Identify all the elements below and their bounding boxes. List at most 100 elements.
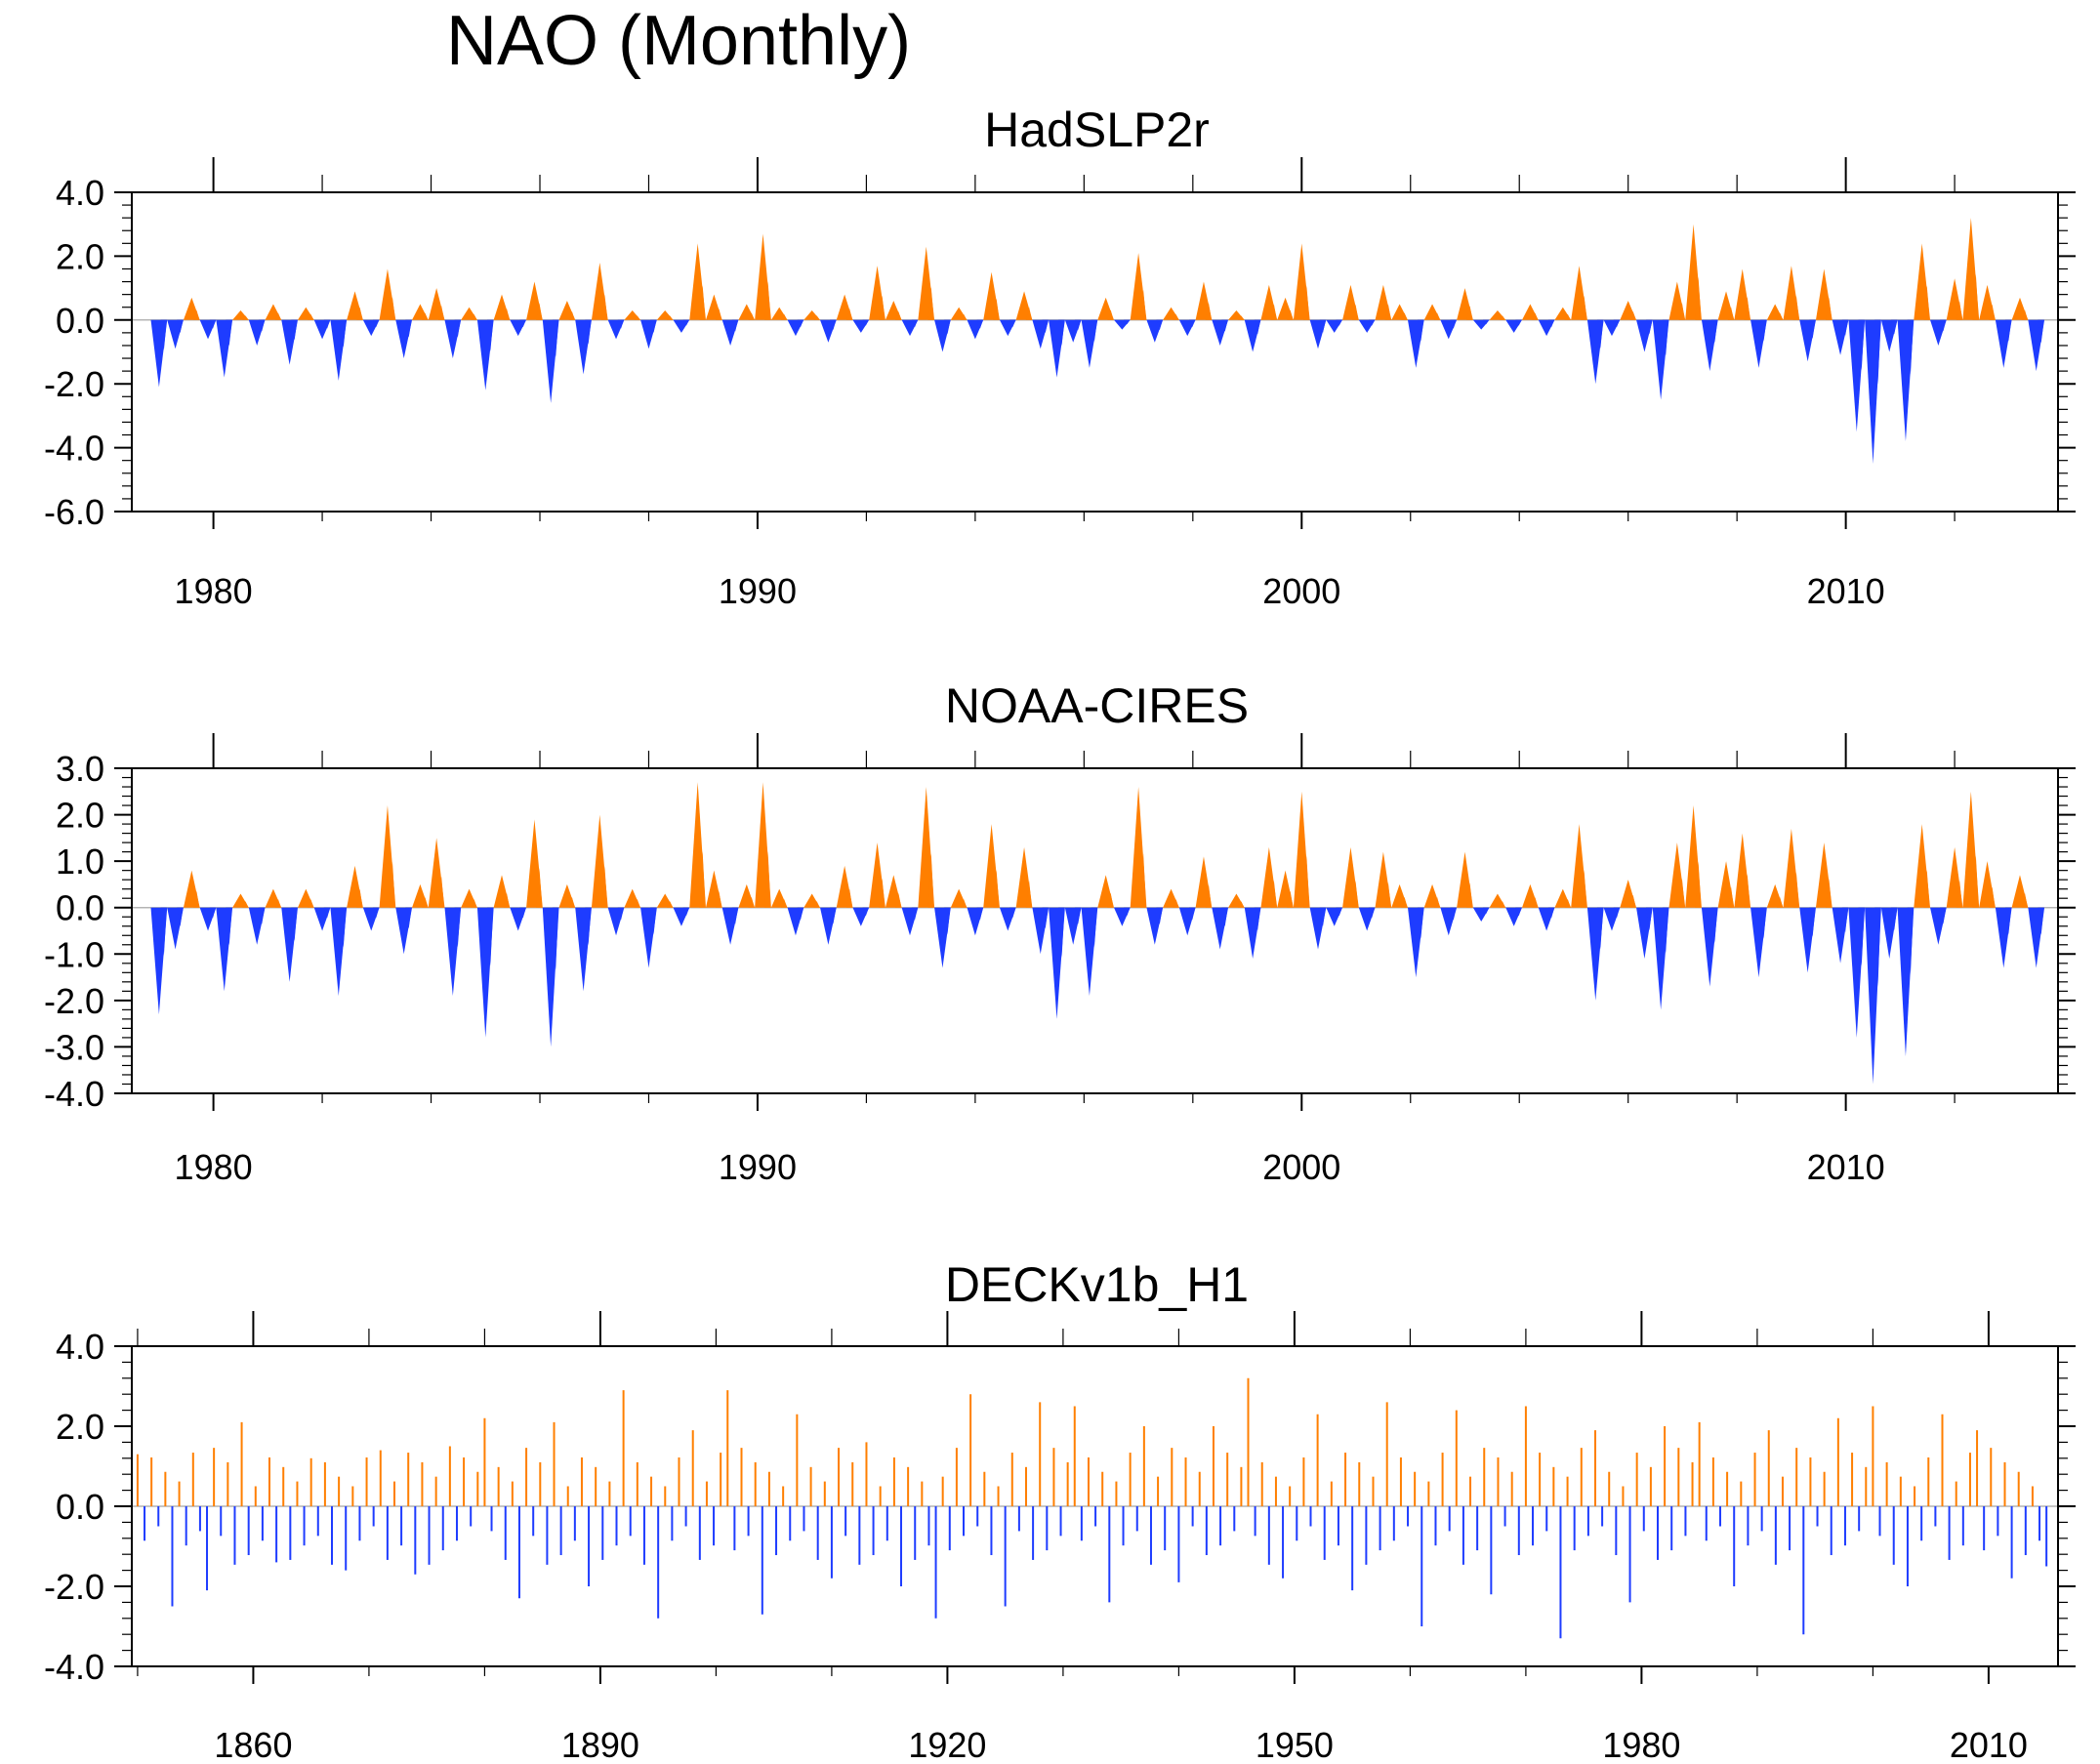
data-peak-minor [797, 319, 803, 328]
data-peak-minor [1940, 907, 1947, 924]
data-peak-minor [1792, 295, 1799, 320]
data-peak-minor [1662, 319, 1669, 356]
data-peak-minor [1874, 907, 1881, 988]
data-peak-minor [1352, 304, 1359, 320]
data-peak-minor [323, 319, 331, 329]
x-tick-label: 1890 [561, 1725, 639, 1764]
data-peak-minor [1678, 303, 1685, 320]
data-peak-minor [1352, 880, 1359, 908]
data-peak-minor [1581, 295, 1587, 320]
data-peak-minor [1156, 319, 1163, 331]
data-peak-minor [927, 853, 934, 908]
x-tick-label: 1950 [1256, 1725, 1334, 1764]
data-peak-minor [242, 901, 249, 908]
data-peak-minor [1581, 870, 1587, 908]
x-tick-label: 1980 [175, 1147, 253, 1187]
data-peak-minor [797, 907, 803, 921]
data-peak-minor [1205, 884, 1212, 908]
y-tick-label: 0.0 [56, 888, 104, 928]
plot-frame [131, 191, 2059, 513]
data-peak-minor [1564, 899, 1571, 908]
chart-panel-noaa-cires: NOAA-CIRES 3.0 2.0 1.0 0.0 -1.0 -2.0 -3.0 -4.0 1… [44, 678, 2076, 1187]
data-peak-minor [552, 319, 559, 358]
data-peak-minor [666, 315, 674, 320]
data-peak-minor [1287, 890, 1294, 908]
data-peak-minor [944, 319, 951, 335]
data-peak-minor [764, 850, 771, 908]
data-peak-minor [1368, 319, 1376, 326]
data-peak-minor [552, 907, 559, 970]
data-peak-minor [1547, 319, 1555, 328]
x-tick-label: 1980 [1602, 1725, 1680, 1764]
y-tick-label: 2.0 [56, 236, 104, 276]
data-peak-minor [1547, 907, 1555, 919]
y-tick-label: -3.0 [44, 1027, 104, 1067]
data-peak-minor [503, 308, 510, 320]
data-peak-minor [634, 315, 640, 320]
data-peak-minor [258, 319, 266, 332]
data-peak-minor [340, 319, 347, 348]
x-tick-label: 2010 [1807, 571, 1885, 611]
data-peak-minor [536, 303, 543, 320]
y-tick-label: -2.0 [44, 1567, 104, 1607]
data-peak-minor [1792, 872, 1799, 908]
data-peak-minor [1319, 907, 1326, 926]
data-peak-minor [160, 319, 167, 350]
data-peak-minor [2021, 892, 2028, 908]
data-peak-minor [1270, 880, 1277, 908]
data-peak-minor [911, 907, 918, 921]
data-peak-minor [503, 892, 510, 908]
data-peak-minor [291, 319, 298, 341]
data-peak-minor [471, 899, 477, 908]
chart-title-noaa-cires: NOAA-CIRES [945, 678, 1249, 733]
data-peak-minor [748, 897, 755, 908]
data-peak-minor [1025, 307, 1032, 320]
data-peak-minor [405, 907, 412, 929]
data-peak-minor [192, 309, 200, 320]
data-peak-minor [1695, 861, 1702, 908]
data-peak-minor [1776, 312, 1784, 320]
data-peak-minor [1874, 319, 1881, 386]
data-peak-minor [1499, 315, 1505, 320]
data-peak-minor [340, 907, 347, 948]
data-peak-minor [160, 907, 167, 956]
data-peak-minor [699, 850, 706, 908]
chart-title-deckv1b-h1: DECKv1b_H1 [945, 1257, 1249, 1312]
data-peak-minor [486, 319, 494, 352]
data-peak-minor [1532, 897, 1539, 908]
data-peak-minor [1107, 892, 1114, 908]
data-peak-minor [258, 907, 266, 924]
data-peak-minor [585, 319, 592, 345]
data-peak-minor [1156, 907, 1163, 924]
data-peak-minor [1515, 319, 1522, 326]
data-peak-minor [1923, 870, 1930, 908]
data-peak-minor [454, 319, 461, 338]
data-peak-minor [2038, 907, 2044, 935]
data-peak-minor [960, 313, 968, 320]
data-peak-minor [2021, 309, 2028, 320]
data-peak-minor [1629, 894, 1636, 908]
data-peak-minor [780, 313, 788, 320]
data-peak-minor [879, 878, 885, 908]
data-peak-minor [486, 907, 494, 966]
x-tick-label: 2010 [1807, 1147, 1885, 1187]
data-peak-minor [1319, 319, 1326, 334]
data-peak-minor [308, 899, 314, 908]
data-peak-minor [1254, 907, 1261, 931]
data-peak-minor [1401, 897, 1408, 908]
data-peak-minor [650, 319, 657, 334]
data-peak-minor [1826, 878, 1832, 908]
y-tick-label: 2.0 [56, 796, 104, 836]
data-peak-minor [519, 907, 526, 919]
data-peak-minor [1907, 319, 1914, 375]
data-peak-minor [1302, 285, 1310, 320]
data-peak-minor [993, 298, 1000, 320]
data-peak-minor [405, 319, 412, 338]
data-peak-minor [634, 899, 640, 908]
plot-frame [131, 767, 2059, 1094]
data-peak-minor [1302, 855, 1310, 908]
data-peak-minor [1923, 285, 1930, 320]
data-peak-minor [830, 907, 837, 924]
data-peak-minor [568, 897, 575, 908]
